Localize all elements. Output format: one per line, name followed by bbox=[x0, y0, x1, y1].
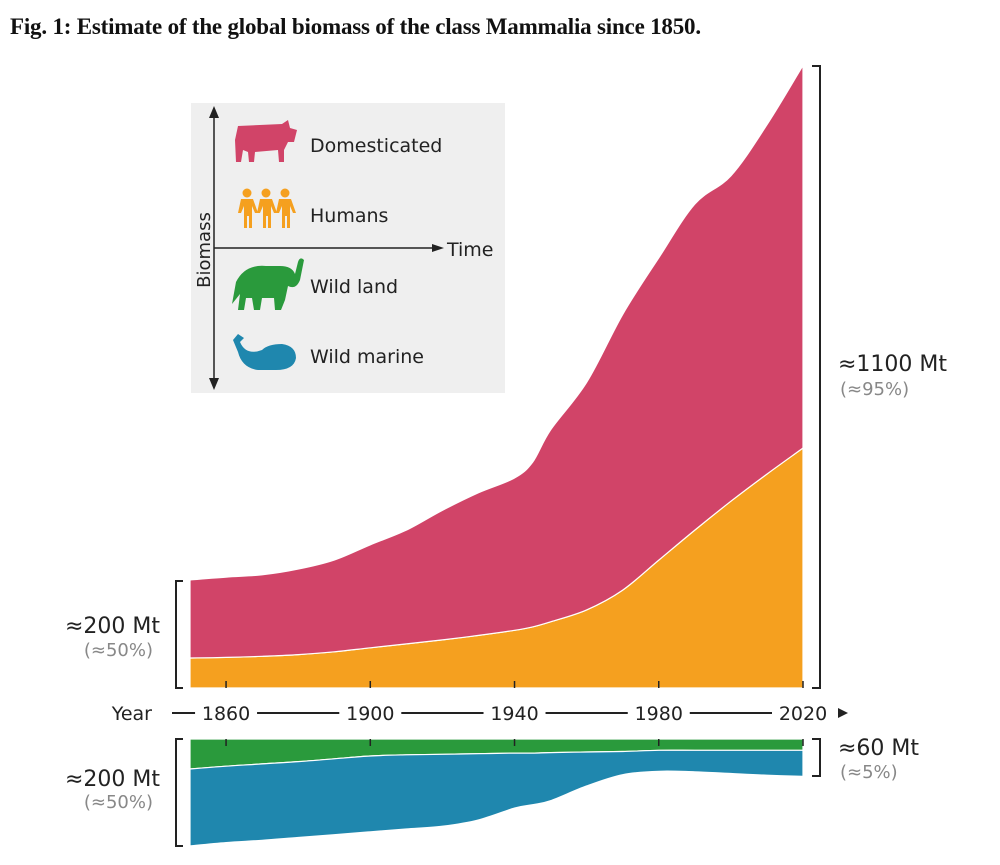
legend-label-wild-land: Wild land bbox=[310, 276, 398, 298]
legend-label-humans: Humans bbox=[310, 205, 388, 227]
legend: Biomass Time Domesticated Humans Wild la… bbox=[191, 103, 505, 393]
x-tick-label-2020: 2020 bbox=[779, 703, 827, 725]
legend-label-domesticated: Domesticated bbox=[310, 135, 442, 157]
upper-right-value: ≈1100 Mt bbox=[838, 352, 947, 377]
x-tick-label-1900: 1900 bbox=[346, 703, 394, 725]
x-axis: Year 1860 1900 1940 1980 2020 bbox=[111, 681, 848, 746]
lower-panel bbox=[189, 738, 804, 847]
tick-label-background bbox=[195, 700, 258, 726]
area-wild-marine bbox=[189, 749, 804, 847]
elephant-icon bbox=[232, 258, 304, 310]
legend-time-label: Time bbox=[446, 239, 494, 261]
annotations bbox=[175, 65, 821, 847]
upper-left-share: (≈50%) bbox=[84, 640, 153, 661]
legend-arrow-right bbox=[432, 244, 444, 252]
upper-right-share: (≈95%) bbox=[840, 379, 909, 400]
x-tick-label-1980: 1980 bbox=[635, 703, 683, 725]
legend-biomass-label: Biomass bbox=[194, 212, 215, 288]
lower-right-share: (≈5%) bbox=[840, 762, 898, 783]
x-axis-arrow bbox=[838, 708, 848, 718]
legend-label-wild-marine: Wild marine bbox=[310, 346, 424, 368]
humans-icon bbox=[238, 188, 296, 228]
x-axis-label: Year bbox=[111, 703, 152, 725]
x-tick-label-1940: 1940 bbox=[490, 703, 538, 725]
area-domesticated bbox=[189, 63, 804, 659]
whale-icon bbox=[233, 334, 296, 370]
bracket-upper-right bbox=[812, 65, 821, 689]
bracket-lower-left bbox=[175, 738, 183, 847]
legend-arrow-up bbox=[209, 106, 219, 118]
tick-label-background bbox=[339, 700, 402, 726]
figure-title: Fig. 1: Estimate of the global biomass o… bbox=[10, 14, 701, 39]
tick-label-background bbox=[483, 700, 546, 726]
bracket-upper-left bbox=[175, 580, 183, 689]
bracket-lower-right bbox=[812, 738, 821, 777]
lower-right-value: ≈60 Mt bbox=[838, 736, 919, 761]
cow-icon bbox=[235, 120, 297, 162]
upper-left-value: ≈200 Mt bbox=[65, 614, 160, 639]
tick-label-background bbox=[772, 700, 834, 726]
lower-left-value: ≈200 Mt bbox=[65, 767, 160, 792]
legend-arrow-down bbox=[209, 378, 219, 390]
lower-left-share: (≈50%) bbox=[84, 792, 153, 813]
x-tick-label-1860: 1860 bbox=[202, 703, 250, 725]
tick-label-background bbox=[627, 700, 690, 726]
